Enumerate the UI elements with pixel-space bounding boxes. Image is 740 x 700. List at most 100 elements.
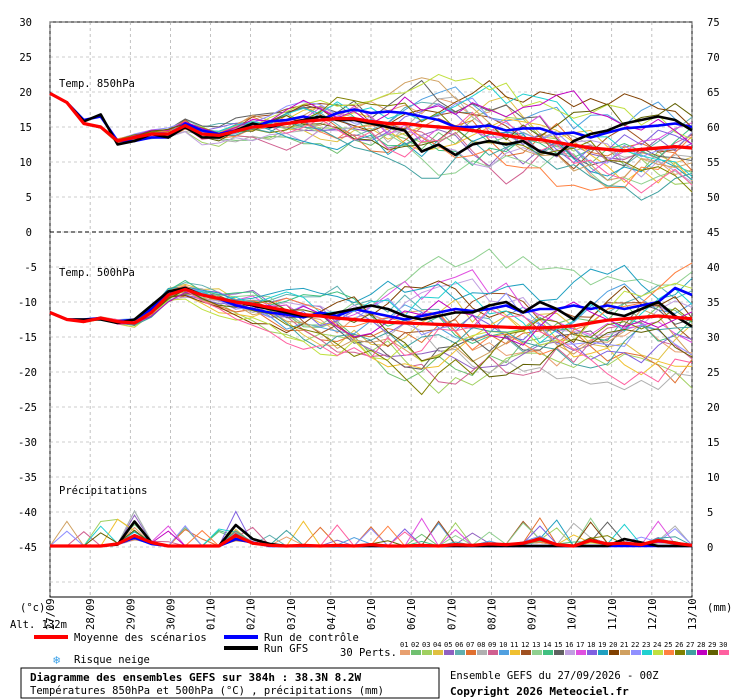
x-date-label: 29/09 bbox=[125, 598, 137, 630]
pert-line-500 bbox=[49, 292, 693, 369]
chart-title: Diagramme des ensembles GEFS sur 384h : … bbox=[30, 671, 362, 684]
right-tick-label: 40 bbox=[707, 262, 720, 274]
grid bbox=[49, 21, 693, 597]
pert-swatch bbox=[631, 650, 641, 655]
left-tick-label: -45 bbox=[18, 542, 37, 554]
pert-swatch bbox=[466, 650, 476, 655]
pert-number: 11 bbox=[510, 641, 518, 649]
left-unit: (°c) bbox=[20, 602, 45, 614]
pert-swatch bbox=[499, 650, 509, 655]
pert-swatch bbox=[576, 650, 586, 655]
pert-number: 15 bbox=[554, 641, 562, 649]
pert-number: 30 bbox=[719, 641, 727, 649]
left-tick-label: 15 bbox=[19, 122, 32, 134]
pert-swatch bbox=[444, 650, 454, 655]
left-tick-label: 30 bbox=[19, 17, 32, 29]
left-tick-label: -10 bbox=[18, 297, 37, 309]
pert-number: 05 bbox=[444, 641, 452, 649]
pert-swatch bbox=[411, 650, 421, 655]
pert-number: 27 bbox=[686, 641, 694, 649]
x-date-label: 02/10 bbox=[246, 598, 258, 630]
pert-number: 28 bbox=[697, 641, 705, 649]
legend-perts: 30 Perts. bbox=[340, 647, 397, 659]
pert-swatch bbox=[455, 650, 465, 655]
right-tick-label: 25 bbox=[707, 367, 720, 379]
series-moyenne-precip bbox=[50, 533, 693, 548]
pert-number: 17 bbox=[576, 641, 584, 649]
pert-swatch bbox=[433, 650, 443, 655]
panel-label-850: Temp. 850hPa bbox=[59, 78, 135, 90]
x-date-label: 11/10 bbox=[607, 598, 619, 630]
pert-swatch bbox=[532, 650, 542, 655]
pert-number: 23 bbox=[642, 641, 650, 649]
left-axis: 30 25 20 15 10 5 0 -5 -10 -15 -20 -25 -30 -35 -40 -45 bbox=[18, 17, 37, 554]
right-tick-label: 65 bbox=[707, 87, 720, 99]
left-tick-label: 20 bbox=[19, 87, 32, 99]
right-tick-label: 60 bbox=[707, 122, 720, 134]
pert-swatch bbox=[609, 650, 619, 655]
panel-label-500: Temp. 500hPa bbox=[59, 267, 135, 279]
left-tick-label: -20 bbox=[18, 367, 37, 379]
pert-number: 25 bbox=[664, 641, 672, 649]
pert-number: 12 bbox=[521, 641, 529, 649]
pert-number: 03 bbox=[422, 641, 430, 649]
pert-swatch bbox=[565, 650, 575, 655]
pert-line-850 bbox=[49, 92, 693, 181]
left-tick-label: 10 bbox=[19, 157, 32, 169]
title-box bbox=[20, 667, 440, 699]
right-tick-label: 10 bbox=[707, 472, 720, 484]
pert-number: 10 bbox=[499, 641, 507, 649]
legend-controle: Run de contrôle bbox=[264, 632, 359, 644]
pert-number: 16 bbox=[565, 641, 573, 649]
pert-line-850 bbox=[49, 92, 693, 193]
right-tick-label: 35 bbox=[707, 297, 720, 309]
pert-swatch bbox=[521, 650, 531, 655]
x-date-label: 30/09 bbox=[165, 598, 177, 630]
x-date-label: 06/10 bbox=[406, 598, 418, 630]
pert-swatch bbox=[675, 650, 685, 655]
pert-swatch bbox=[653, 650, 663, 655]
x-date-label: 03/10 bbox=[286, 598, 298, 630]
panel-label-precip: Précipitations bbox=[59, 485, 148, 497]
right-tick-label: 75 bbox=[707, 17, 720, 29]
x-axis-labels: 27/09 28/09 29/09 30/09 01/10 02/10 03/10 04/10… bbox=[45, 598, 699, 630]
pert-swatch bbox=[400, 650, 410, 655]
right-tick-label: 15 bbox=[707, 437, 720, 449]
pert-swatch bbox=[686, 650, 696, 655]
x-date-label: 07/10 bbox=[446, 598, 458, 630]
pert-swatch bbox=[488, 650, 498, 655]
legend-moyenne: Moyenne des scénarios bbox=[74, 632, 207, 644]
x-date-label: 09/10 bbox=[527, 598, 539, 630]
left-tick-label: -5 bbox=[24, 262, 37, 274]
left-tick-label: -35 bbox=[18, 472, 37, 484]
pert-swatch bbox=[708, 650, 718, 655]
pert-swatch bbox=[664, 650, 674, 655]
pert-swatch bbox=[510, 650, 520, 655]
main-series bbox=[49, 91, 693, 548]
pert-swatch bbox=[719, 650, 729, 655]
left-tick-label: 5 bbox=[26, 192, 32, 204]
pert-swatch bbox=[554, 650, 564, 655]
pert-number: 21 bbox=[620, 641, 628, 649]
pert-number: 06 bbox=[455, 641, 463, 649]
altitude-label: Alt. 132m bbox=[10, 619, 67, 631]
legend-neige: Risque neige bbox=[74, 654, 150, 666]
right-unit: (mm) bbox=[707, 602, 732, 614]
pert-swatch bbox=[642, 650, 652, 655]
pert-line-850 bbox=[49, 92, 693, 151]
pert-swatch bbox=[697, 650, 707, 655]
pert-swatch bbox=[422, 650, 432, 655]
left-tick-label: -30 bbox=[18, 437, 37, 449]
chart-subtitle: Températures 850hPa et 500hPa (°C) , pré… bbox=[30, 685, 384, 697]
legend-gfs: Run GFS bbox=[264, 643, 308, 655]
pert-number: 22 bbox=[631, 641, 639, 649]
left-tick-label: -25 bbox=[18, 402, 37, 414]
pert-number: 13 bbox=[532, 641, 540, 649]
x-date-label: 12/10 bbox=[647, 598, 659, 630]
right-tick-label: 5 bbox=[707, 507, 713, 519]
x-date-label: 10/10 bbox=[567, 598, 579, 630]
pert-number: 02 bbox=[411, 641, 419, 649]
pert-number: 07 bbox=[466, 641, 474, 649]
right-tick-label: 50 bbox=[707, 192, 720, 204]
